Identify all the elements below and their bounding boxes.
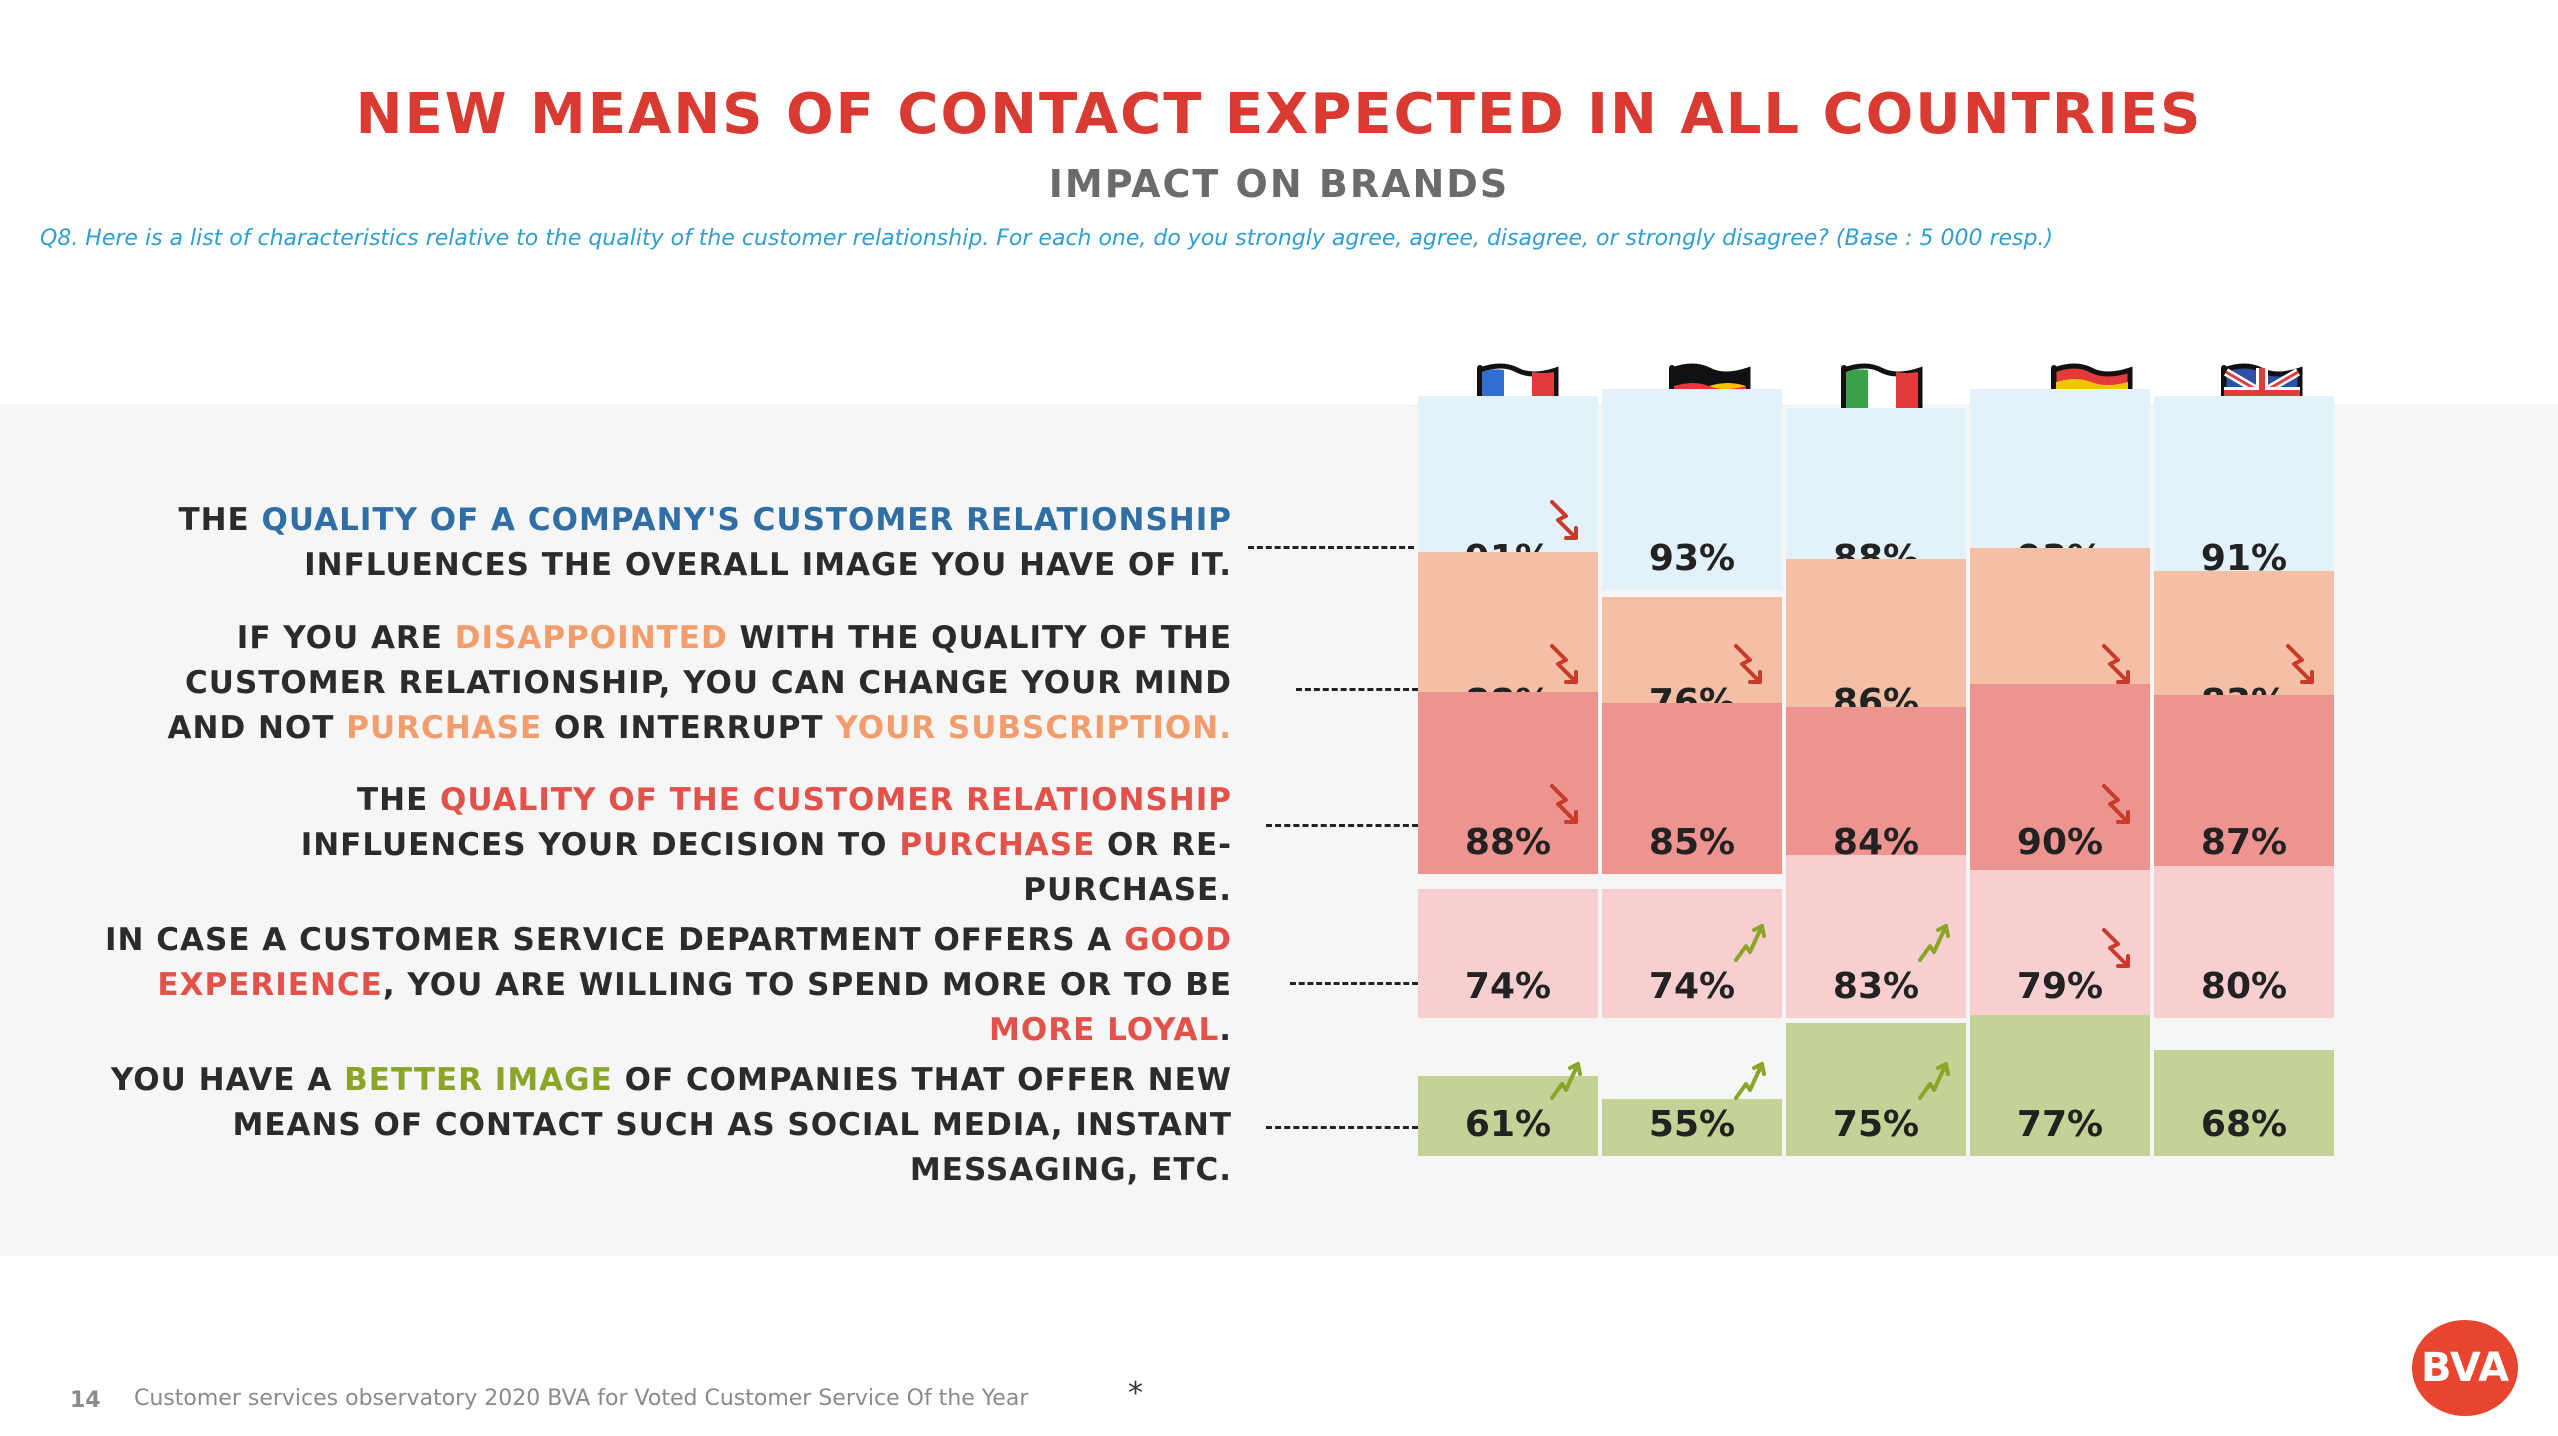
value-label: 61% bbox=[1464, 1104, 1552, 1145]
value-label: 90% bbox=[2016, 822, 2104, 863]
bar-row5-spain bbox=[1970, 1015, 2150, 1156]
row-label-4: IN CASE A CUSTOMER SERVICE DEPARTMENT OF… bbox=[104, 922, 1232, 1048]
page-title: NEW MEANS OF CONTACT EXPECTED IN ALL COU… bbox=[355, 82, 2203, 147]
bar-row5-united-kingdom bbox=[2154, 1049, 2334, 1156]
value-label: 55% bbox=[1648, 1104, 1736, 1145]
row-label-5: YOU HAVE A BETTER IMAGE OF COMPANIES THA… bbox=[110, 1062, 1232, 1188]
value-label: 68% bbox=[2200, 1104, 2288, 1145]
trend-down-icon bbox=[2286, 644, 2314, 684]
value-label: 75% bbox=[1832, 1104, 1920, 1145]
connector-1 bbox=[1248, 546, 1414, 549]
footer-source: Customer services observatory 2020 BVA f… bbox=[134, 1386, 1029, 1411]
value-label: 85% bbox=[1648, 822, 1736, 863]
value-label: 74% bbox=[1648, 966, 1736, 1007]
trend-down-icon bbox=[1550, 644, 1578, 684]
bar-row4-italy bbox=[1786, 854, 1966, 1018]
bar-row4-spain bbox=[1970, 869, 2150, 1018]
value-label: 77% bbox=[2016, 1104, 2104, 1145]
bar-row5-germany bbox=[1602, 1099, 1782, 1156]
value-label: 79% bbox=[2016, 966, 2104, 1007]
row-label-2: IF YOU ARE DISAPPOINTED WITH THE QUALITY… bbox=[167, 620, 1232, 746]
bar-row1-germany bbox=[1602, 388, 1782, 590]
row-label-3: THE QUALITY OF THE CUSTOMER RELATIONSHIP… bbox=[300, 782, 1232, 908]
value-label: 87% bbox=[2200, 822, 2288, 863]
trend-down-icon bbox=[1734, 644, 1762, 684]
bar-row1-united-kingdom bbox=[2154, 396, 2334, 590]
bar-row2-italy bbox=[1786, 559, 1966, 734]
bar-row3-italy bbox=[1786, 706, 1966, 874]
bar-row3-united-kingdom bbox=[2154, 695, 2334, 874]
connector-5 bbox=[1266, 1126, 1418, 1129]
trend-down-icon bbox=[2102, 644, 2130, 684]
trend-down-icon bbox=[1550, 500, 1578, 540]
value-label: 93% bbox=[1648, 538, 1736, 579]
trend-down-icon bbox=[2102, 784, 2130, 824]
trend-up-icon bbox=[1918, 924, 1950, 962]
trend-down-icon bbox=[1550, 784, 1578, 824]
connector-4 bbox=[1290, 982, 1418, 985]
bva-logo: BVA bbox=[2412, 1320, 2518, 1416]
survey-question: Q8. Here is a list of characteristics re… bbox=[40, 226, 2054, 251]
trend-up-icon bbox=[1734, 1062, 1766, 1100]
value-label: 88% bbox=[1464, 822, 1552, 863]
bar-row4-germany bbox=[1602, 888, 1782, 1018]
connector-2 bbox=[1296, 688, 1418, 691]
connector-3 bbox=[1266, 824, 1418, 827]
trend-up-icon bbox=[1550, 1062, 1582, 1100]
value-label: 83% bbox=[1832, 966, 1920, 1007]
bar-row3-germany bbox=[1602, 703, 1782, 874]
bar-row3-spain bbox=[1970, 684, 2150, 874]
footnote-asterisk: * bbox=[1128, 1376, 1143, 1411]
page-number: 14 bbox=[70, 1388, 101, 1413]
trend-up-icon bbox=[1918, 1062, 1950, 1100]
trend-up-icon bbox=[1734, 924, 1766, 962]
row-label-1: THE QUALITY OF A COMPANY'S CUSTOMER RELA… bbox=[178, 502, 1232, 583]
value-label: 74% bbox=[1464, 966, 1552, 1007]
bar-row4-france bbox=[1418, 888, 1598, 1018]
value-label: 80% bbox=[2200, 966, 2288, 1007]
page-subtitle: IMPACT ON BRANDS bbox=[1048, 162, 1510, 206]
bar-row3-france bbox=[1418, 691, 1598, 874]
bar-row4-united-kingdom bbox=[2154, 866, 2334, 1018]
trend-down-icon bbox=[2102, 928, 2130, 968]
